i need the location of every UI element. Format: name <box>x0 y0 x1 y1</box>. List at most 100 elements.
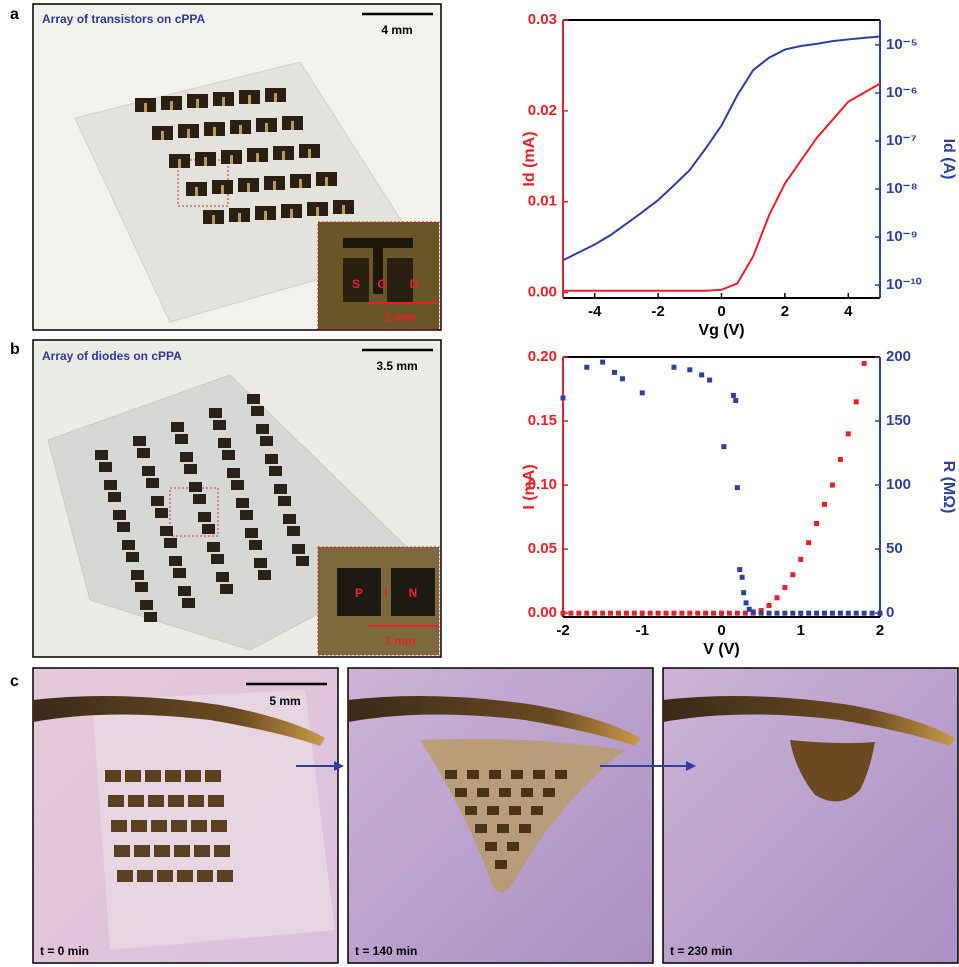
data-point <box>679 611 684 616</box>
device <box>555 770 567 779</box>
device <box>133 436 146 446</box>
photo-diodes: Array of diodes on cPPA 3.5 mm P I N 1 m… <box>33 340 441 657</box>
device <box>265 454 278 464</box>
device <box>296 556 309 566</box>
device-gap <box>265 123 268 132</box>
device-gap <box>222 97 225 106</box>
device <box>487 806 499 815</box>
device-gap <box>325 177 328 186</box>
data-point <box>798 557 803 562</box>
device <box>211 554 224 564</box>
device <box>142 466 155 476</box>
y-tick-label: 0.00 <box>528 604 557 621</box>
data-point <box>774 595 779 600</box>
device <box>126 552 139 562</box>
device <box>245 528 258 538</box>
y2-axis-label: Id (A) <box>940 139 957 180</box>
device <box>99 462 112 472</box>
data-point <box>632 611 637 616</box>
photo-title: Array of transistors on cPPA <box>42 12 205 26</box>
device <box>145 770 161 782</box>
device <box>211 820 227 832</box>
device <box>131 570 144 580</box>
data-point <box>735 611 740 616</box>
scale-bar-label: 4 mm <box>381 23 412 37</box>
y-axis-label: I (mA) <box>521 464 538 509</box>
device <box>467 770 479 779</box>
data-point <box>846 431 851 436</box>
y2-tick-label: 10⁻⁷ <box>886 132 917 149</box>
device <box>292 544 305 554</box>
device <box>497 824 509 833</box>
time-label: t = 0 min <box>40 944 89 958</box>
device <box>114 845 130 857</box>
device-gap <box>195 187 198 196</box>
device <box>507 842 519 851</box>
inset-label: P <box>355 586 363 600</box>
device <box>287 526 300 536</box>
device <box>445 770 457 779</box>
device <box>278 496 291 506</box>
data-point <box>656 611 661 616</box>
device-gap <box>178 159 181 168</box>
device-gap <box>187 129 190 138</box>
inset-scale-label: 1 mm <box>384 310 415 324</box>
device <box>125 770 141 782</box>
y-tick-label: 0.20 <box>528 348 557 365</box>
data-point <box>699 372 704 377</box>
device-gap <box>299 179 302 188</box>
y-tick-label: 0.15 <box>528 412 557 429</box>
device-gap <box>212 215 215 224</box>
device <box>178 586 191 596</box>
device <box>169 556 182 566</box>
data-point <box>703 611 708 616</box>
device-gap <box>282 151 285 160</box>
photo-degradation: 5 mm t = 0 min t = 140 min t = 230 min <box>33 668 958 963</box>
device <box>220 584 233 594</box>
device <box>175 434 188 444</box>
device <box>137 448 150 458</box>
y2-tick-label: 50 <box>886 540 903 557</box>
device-gap <box>213 127 216 136</box>
data-point <box>806 540 811 545</box>
device <box>135 582 148 592</box>
x-tick-label: -2 <box>556 622 569 639</box>
device <box>165 770 181 782</box>
device <box>521 788 533 797</box>
device <box>197 870 213 882</box>
device <box>193 494 206 504</box>
data-point <box>727 611 732 616</box>
data-point <box>830 483 835 488</box>
device <box>104 480 117 490</box>
device-gap <box>144 103 147 112</box>
device <box>144 612 157 622</box>
scale-bar-label: 5 mm <box>269 694 300 708</box>
data-point <box>774 611 779 616</box>
device <box>128 795 144 807</box>
data-point <box>814 611 819 616</box>
figure: a b c Array of transistors on cPPA 4 mm … <box>0 0 959 967</box>
x-tick-label: -2 <box>651 303 664 320</box>
device <box>208 795 224 807</box>
y-tick-label: 0.05 <box>528 540 557 557</box>
device-gap <box>274 93 277 102</box>
device <box>108 795 124 807</box>
data-point <box>584 365 589 370</box>
device <box>117 522 130 532</box>
y2-tick-label: 10⁻¹⁰ <box>886 276 922 293</box>
data-point <box>830 611 835 616</box>
data-point <box>854 399 859 404</box>
data-point <box>568 611 573 616</box>
device-gap <box>308 149 311 158</box>
data-point <box>846 611 851 616</box>
data-point <box>782 585 787 590</box>
device <box>247 394 260 404</box>
device <box>475 824 487 833</box>
device <box>227 468 240 478</box>
data-point <box>733 398 738 403</box>
device <box>205 770 221 782</box>
device <box>174 845 190 857</box>
device <box>182 598 195 608</box>
device <box>240 510 253 520</box>
data-point <box>640 390 645 395</box>
